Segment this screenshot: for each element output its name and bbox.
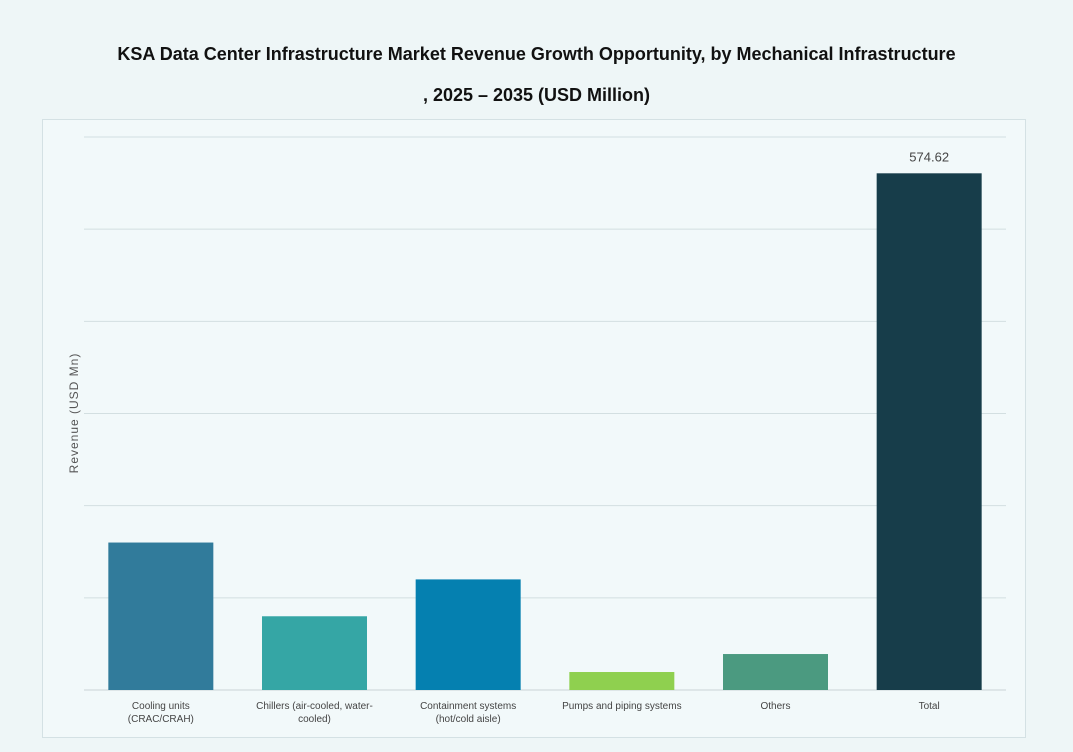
bar [723, 654, 828, 690]
bar [108, 542, 214, 690]
bar [262, 616, 367, 690]
bar [415, 579, 521, 690]
y-axis-label: Revenue (USD Mn) [67, 352, 81, 474]
chart-title-line-2: , 2025 – 2035 (USD Million) [422, 85, 651, 105]
x-tick-label: cooled) [298, 714, 331, 725]
x-tick-label: Pumps and piping systems [562, 701, 682, 712]
x-tick-label: Others [760, 701, 790, 712]
x-tick-label: Chillers (air-cooled, water- [256, 701, 373, 712]
x-tick-label: Cooling units [132, 701, 190, 712]
x-tick-label: Total [919, 701, 940, 712]
bar [569, 672, 675, 690]
x-tick-label: (CRAC/CRAH) [128, 714, 194, 725]
x-tick-label: Containment systems [420, 701, 516, 712]
chart-title-line-1: KSA Data Center Infrastructure Market Re… [117, 44, 956, 64]
data-label: 574.62 [909, 149, 949, 164]
bar [876, 173, 982, 690]
x-tick-label: (hot/cold aisle) [436, 714, 501, 725]
